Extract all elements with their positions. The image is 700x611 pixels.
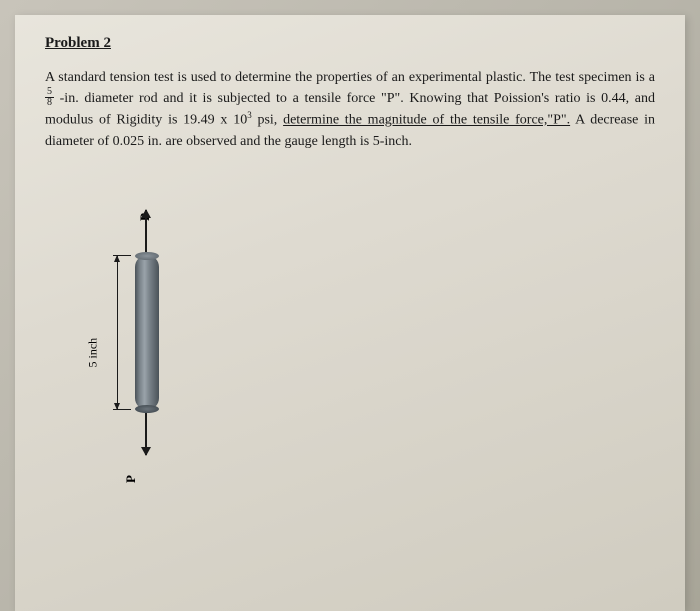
specimen-diagram: P P 5 inch: [85, 185, 205, 465]
dimension-tick-bottom: [113, 409, 131, 410]
dimension-label: 5 inch: [86, 338, 101, 368]
document-page: Problem 2 A standard tension test is use…: [15, 15, 685, 611]
fraction-denominator: 8: [45, 98, 54, 108]
fraction: 58: [45, 87, 54, 108]
specimen-rod: [135, 255, 159, 410]
problem-heading: Problem 2: [45, 35, 655, 52]
force-label-bottom: P: [123, 475, 139, 483]
dimension-line: [117, 255, 118, 410]
arrow-up-icon: [145, 210, 147, 252]
text-part1: A standard tension test is used to deter…: [45, 70, 655, 85]
problem-text: A standard tension test is used to deter…: [45, 67, 655, 152]
arrow-down-icon: [145, 413, 147, 455]
text-underlined: determine the magnitude of the tensile f…: [283, 113, 570, 128]
text-part3: psi,: [252, 113, 283, 128]
